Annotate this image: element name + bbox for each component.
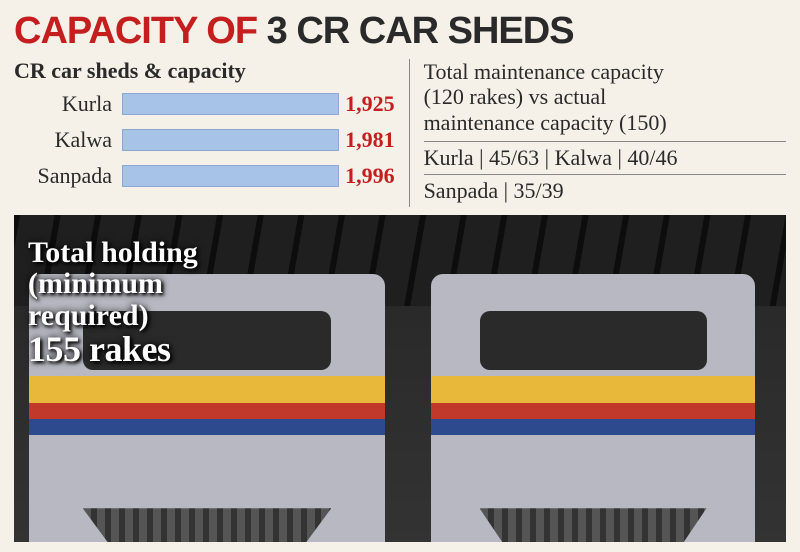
bar-row: Sanpada 1,996 — [14, 163, 395, 189]
chart-title: CR car sheds & capacity — [14, 59, 395, 83]
bar-label: Kurla — [14, 91, 122, 117]
maintenance-row-1: Kurla | 45/63 | Kalwa | 40/46 — [424, 141, 786, 174]
stripe-blue — [431, 419, 755, 435]
headline: CAPACITY OF 3 CR CAR SHEDS — [0, 0, 800, 59]
maint-line-1: Total maintenance capacity — [424, 59, 664, 84]
stripe-yellow — [431, 376, 755, 403]
bar-track: 1,996 — [122, 163, 395, 189]
bar-value: 1,925 — [339, 91, 395, 117]
maint-line-3: maintenance capacity (150) — [424, 110, 667, 135]
stripe-red — [29, 403, 384, 419]
chart-area: Kurla 1,925 Kalwa 1,981 Sanpada 1,996 — [14, 91, 395, 189]
bar-chart-panel: CR car sheds & capacity Kurla 1,925 Kalwa 1… — [14, 59, 410, 207]
cowcatcher — [83, 494, 332, 542]
overlay-line-2: (minimum — [28, 267, 163, 300]
bar-row: Kurla 1,925 — [14, 91, 395, 117]
bar-track: 1,925 — [122, 91, 395, 117]
overlay-line-4: 155 rakes — [28, 329, 171, 369]
bar-value: 1,981 — [339, 127, 395, 153]
maintenance-heading: Total maintenance capacity (120 rakes) v… — [424, 59, 786, 135]
maintenance-panel: Total maintenance capacity (120 rakes) v… — [410, 59, 786, 207]
bar — [122, 129, 339, 151]
stripe-yellow — [29, 376, 384, 403]
infographic-container: CAPACITY OF 3 CR CAR SHEDS CR car sheds … — [0, 0, 800, 552]
bar-label: Kalwa — [14, 127, 122, 153]
bar-label: Sanpada — [14, 163, 122, 189]
hero-image: Total holding (minimum required) 155 rak… — [14, 215, 786, 542]
bar-row: Kalwa 1,981 — [14, 127, 395, 153]
bar-value: 1,996 — [339, 163, 395, 189]
overlay-text: Total holding (minimum required) 155 rak… — [28, 237, 198, 369]
overlay-line-1: Total holding — [28, 236, 198, 269]
bar — [122, 93, 339, 115]
maintenance-row-2: Sanpada | 35/39 — [424, 174, 786, 207]
overlay-line-3: required) — [28, 299, 149, 332]
top-row: CR car sheds & capacity Kurla 1,925 Kalwa 1… — [0, 59, 800, 215]
stripe-red — [431, 403, 755, 419]
bar — [122, 165, 339, 187]
train-right — [431, 274, 755, 542]
stripe-blue — [29, 419, 384, 435]
bar-track: 1,981 — [122, 127, 395, 153]
cowcatcher — [480, 494, 707, 542]
train-window — [480, 311, 707, 370]
maint-line-2: (120 rakes) vs actual — [424, 84, 607, 109]
headline-black: 3 CR CAR SHEDS — [267, 10, 574, 52]
headline-red: CAPACITY OF — [14, 10, 257, 52]
